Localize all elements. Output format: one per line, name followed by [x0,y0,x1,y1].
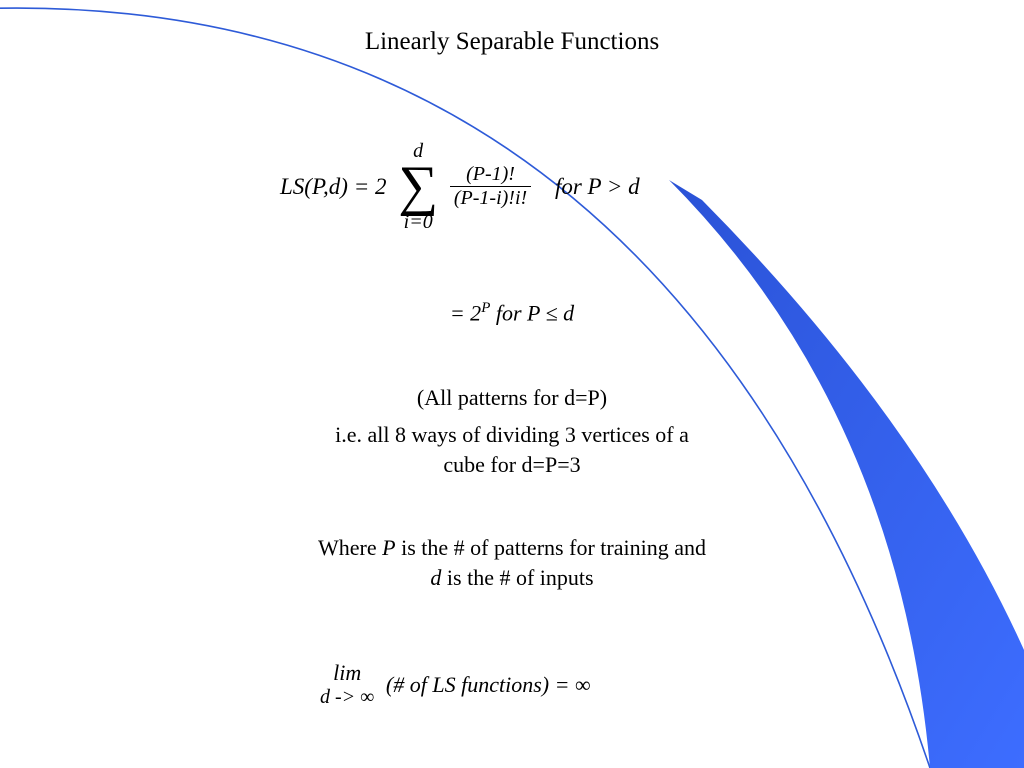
text-ie-line: i.e. all 8 ways of dividing 3 vertices o… [0,422,1024,448]
formula-limit: lim d -> ∞ (# of LS functions) = ∞ [320,660,820,709]
slide-title: Linearly Separable Functions [0,28,1024,56]
sigma-block: d ∑ i=0 [398,140,438,234]
limit-bottom: d -> ∞ [320,686,374,709]
sigma-lower: i=0 [398,211,438,234]
formula-ls-condition: for P > d [555,174,640,200]
limit-rest: (# of LS functions) = ∞ [386,672,591,698]
fraction-denominator: (P-1-i)!i! [450,187,531,210]
where-d: d [430,565,441,590]
fraction-block: (P-1)! (P-1-i)!i! [450,163,531,210]
where-post: is the # of inputs [441,565,593,590]
text-all-patterns: (All patterns for d=P) [0,385,1024,411]
text-where-line1: Where P is the # of patterns for trainin… [0,535,1024,561]
limit-inf: ∞ [575,672,591,697]
formula-2p: = 2P for P ≤ d [0,300,1024,326]
limit-top: lim [320,660,374,686]
where-P: P [382,535,395,560]
formula-ls-lhs: LS(P,d) = 2 [280,174,386,200]
fraction-numerator: (P-1)! [450,163,531,187]
limit-block: lim d -> ∞ [320,660,374,709]
text-cube-line: cube for d=P=3 [0,452,1024,478]
background-swoosh [0,0,1024,768]
where-pre: Where [318,535,382,560]
limit-bottom-pre: d -> [320,686,360,708]
limit-mid: (# of LS functions) = [386,672,575,697]
formula-ls: LS(P,d) = 2 d ∑ i=0 (P-1)! (P-1-i)!i! fo… [280,140,780,260]
sigma-icon: ∑ [398,163,438,211]
formula-2p-pre: = 2 [450,300,481,325]
formula-2p-cond: for P ≤ d [490,300,574,325]
text-where-line2: d is the # of inputs [0,565,1024,591]
limit-bottom-inf: ∞ [360,686,374,708]
formula-2p-exp: P [481,300,490,316]
where-mid: is the # of patterns for training and [396,535,706,560]
